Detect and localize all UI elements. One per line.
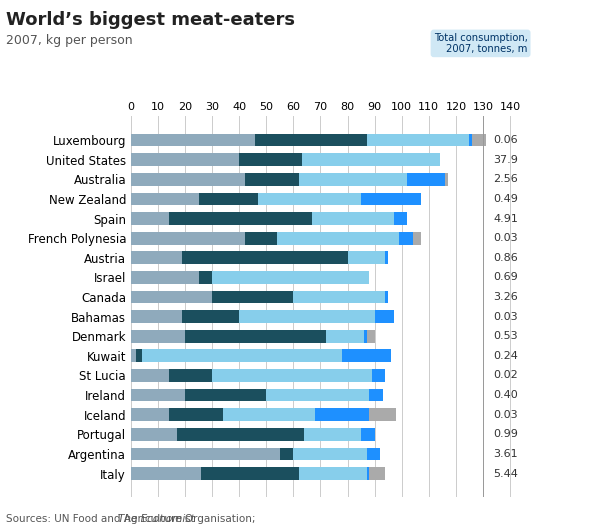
Bar bbox=[212, 369, 372, 382]
Text: 3.61: 3.61 bbox=[494, 449, 518, 459]
Bar bbox=[169, 408, 223, 421]
Bar bbox=[369, 467, 386, 480]
Bar bbox=[372, 369, 386, 382]
Bar bbox=[258, 193, 361, 205]
Bar bbox=[131, 330, 185, 343]
Bar bbox=[472, 134, 486, 147]
Bar bbox=[223, 408, 315, 421]
Text: 0.69: 0.69 bbox=[493, 272, 518, 282]
Bar bbox=[131, 467, 201, 480]
Bar bbox=[277, 232, 399, 244]
Bar bbox=[386, 290, 388, 304]
Bar bbox=[185, 389, 267, 402]
Bar bbox=[412, 232, 421, 244]
Bar bbox=[361, 428, 375, 441]
Text: 0.03: 0.03 bbox=[494, 312, 518, 322]
Text: 0.49: 0.49 bbox=[493, 194, 518, 204]
Bar bbox=[131, 193, 199, 205]
Text: 0.40: 0.40 bbox=[493, 390, 518, 400]
Bar bbox=[369, 408, 396, 421]
Bar bbox=[201, 467, 299, 480]
Bar bbox=[369, 389, 383, 402]
Text: World’s biggest meat-eaters: World’s biggest meat-eaters bbox=[6, 11, 295, 29]
Bar bbox=[239, 153, 302, 166]
Text: 0.86: 0.86 bbox=[493, 253, 518, 263]
Bar bbox=[131, 428, 177, 441]
Bar bbox=[302, 153, 440, 166]
Bar bbox=[364, 330, 367, 343]
Bar bbox=[177, 428, 304, 441]
Text: 0.99: 0.99 bbox=[493, 430, 518, 440]
Bar bbox=[293, 448, 367, 460]
Bar bbox=[304, 428, 361, 441]
Text: 5.44: 5.44 bbox=[493, 469, 518, 479]
Text: 2.56: 2.56 bbox=[493, 174, 518, 184]
Text: 4.91: 4.91 bbox=[493, 214, 518, 224]
Bar bbox=[212, 290, 293, 304]
Bar bbox=[131, 271, 199, 284]
Bar bbox=[131, 369, 169, 382]
Bar bbox=[131, 153, 239, 166]
Text: 3.26: 3.26 bbox=[493, 292, 518, 302]
Bar bbox=[267, 389, 369, 402]
Bar bbox=[299, 173, 407, 186]
Bar bbox=[169, 369, 212, 382]
Text: 2007, kg per person: 2007, kg per person bbox=[6, 34, 133, 48]
Bar bbox=[469, 134, 472, 147]
Bar bbox=[399, 232, 412, 244]
Bar bbox=[407, 173, 445, 186]
Bar bbox=[131, 350, 136, 362]
Bar bbox=[367, 134, 469, 147]
Bar bbox=[245, 232, 277, 244]
Bar bbox=[169, 212, 312, 225]
Bar bbox=[361, 193, 421, 205]
Bar bbox=[367, 467, 369, 480]
Bar bbox=[131, 408, 169, 421]
Text: 0.24: 0.24 bbox=[493, 351, 518, 361]
Bar bbox=[199, 271, 212, 284]
Text: 0.02: 0.02 bbox=[493, 370, 518, 380]
Bar bbox=[182, 251, 347, 264]
Bar bbox=[131, 389, 185, 402]
Bar bbox=[131, 448, 280, 460]
Bar bbox=[131, 134, 255, 147]
Bar bbox=[199, 193, 258, 205]
Bar bbox=[299, 467, 367, 480]
Bar bbox=[239, 310, 375, 323]
Bar bbox=[255, 134, 367, 147]
Text: 0.03: 0.03 bbox=[494, 410, 518, 419]
Text: 0.53: 0.53 bbox=[494, 331, 518, 341]
Bar bbox=[212, 271, 369, 284]
Bar bbox=[131, 310, 182, 323]
Bar bbox=[293, 290, 386, 304]
Text: Total consumption,
2007, tonnes, m: Total consumption, 2007, tonnes, m bbox=[434, 33, 528, 54]
Bar bbox=[280, 448, 293, 460]
Bar bbox=[131, 290, 212, 304]
Text: 0.06: 0.06 bbox=[494, 135, 518, 145]
Bar bbox=[347, 251, 386, 264]
Bar bbox=[131, 232, 245, 244]
Bar bbox=[312, 212, 394, 225]
Bar bbox=[326, 330, 364, 343]
Text: The Economist: The Economist bbox=[118, 514, 195, 524]
Bar bbox=[342, 350, 391, 362]
Bar bbox=[315, 408, 369, 421]
Bar bbox=[386, 251, 388, 264]
Bar bbox=[131, 173, 245, 186]
Bar bbox=[375, 310, 394, 323]
Bar bbox=[142, 350, 342, 362]
Text: 0.03: 0.03 bbox=[494, 233, 518, 243]
Bar bbox=[131, 251, 182, 264]
Bar bbox=[185, 330, 326, 343]
Bar bbox=[367, 330, 375, 343]
Bar bbox=[367, 448, 380, 460]
Bar bbox=[131, 212, 169, 225]
Bar bbox=[136, 350, 142, 362]
Bar bbox=[245, 173, 299, 186]
Bar bbox=[394, 212, 407, 225]
Bar bbox=[182, 310, 239, 323]
Text: 37.9: 37.9 bbox=[493, 154, 518, 165]
Text: Sources: UN Food and Agriculture Organisation;: Sources: UN Food and Agriculture Organis… bbox=[6, 514, 259, 524]
Bar bbox=[445, 173, 448, 186]
